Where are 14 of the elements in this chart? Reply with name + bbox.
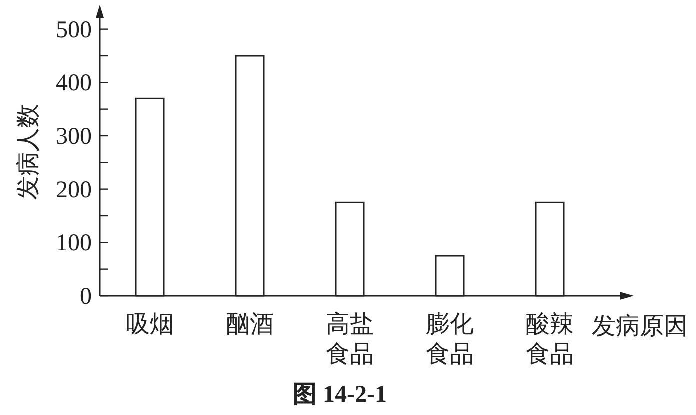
y-tick-label: 200 xyxy=(56,177,92,204)
y-tick-label: 500 xyxy=(56,17,92,44)
x-tick-label: 高盐食品 xyxy=(326,311,374,368)
x-tick-label: 酗酒 xyxy=(226,312,274,338)
y-tick-label: 400 xyxy=(56,70,92,97)
x-tick-label: 酸辣食品 xyxy=(526,312,574,368)
y-tick-label: 100 xyxy=(56,230,92,257)
y-tick-label: 0 xyxy=(80,284,92,310)
y-axis-title: 发病人数 xyxy=(16,104,42,200)
x-tick-label: 吸烟 xyxy=(126,312,174,338)
x-axis-title: 发病原因 xyxy=(592,314,688,340)
x-tick-label: 膨化食品 xyxy=(426,312,474,368)
y-tick-label: 300 xyxy=(56,124,92,150)
text: 图 14-2-1 xyxy=(293,382,387,408)
